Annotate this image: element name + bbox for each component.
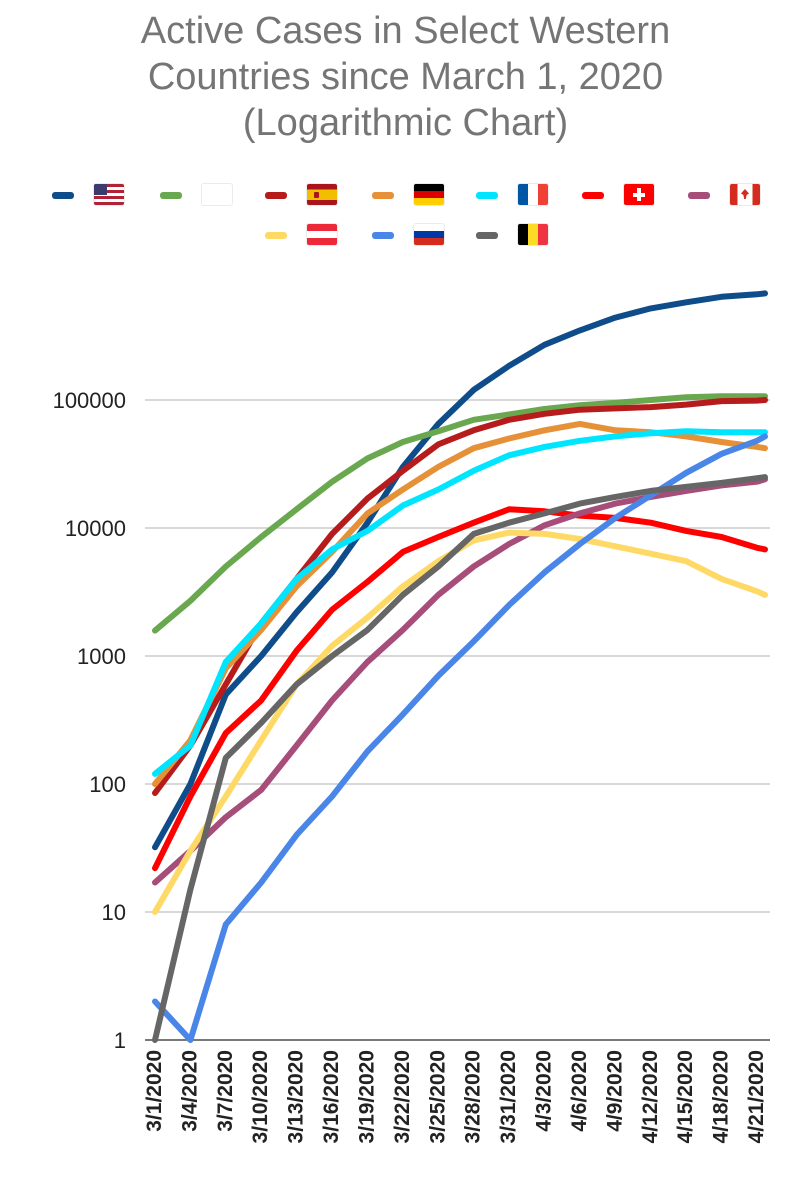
series-line-fr [152, 428, 768, 777]
legend-item-us [52, 180, 132, 210]
legend-item-at [265, 220, 345, 250]
x-tick-label: 4/15/2020 [674, 1050, 697, 1143]
x-tick-label: 3/22/2020 [391, 1050, 414, 1143]
legend-item-be [476, 220, 556, 250]
legend-item-de [372, 180, 452, 210]
series-line-es [152, 397, 768, 796]
flag-de-icon [414, 184, 444, 205]
x-tick-label: 4/21/2020 [745, 1050, 768, 1143]
y-tick-label: 1 [114, 1028, 126, 1053]
legend-item-ca [688, 180, 768, 210]
y-tick-label: 1000 [77, 644, 126, 669]
series-line-at [152, 529, 768, 915]
legend-item-es [265, 180, 345, 210]
x-tick-label: 3/1/2020 [143, 1050, 166, 1132]
legend-item-ru [372, 220, 452, 250]
legend-swatch [52, 192, 74, 199]
series-line-us [152, 290, 768, 851]
legend-swatch [265, 232, 287, 239]
flag-es-icon [307, 184, 337, 205]
series-line-be [152, 474, 768, 1043]
x-tick-label: 3/4/2020 [178, 1050, 201, 1132]
x-tick-label: 4/12/2020 [639, 1050, 662, 1143]
flag-ch-icon [624, 184, 654, 205]
flag-fr-icon [518, 184, 548, 205]
legend-swatch [476, 232, 498, 239]
x-tick-label: 4/9/2020 [603, 1050, 626, 1132]
series-line-ca [152, 476, 768, 886]
x-tick-label: 3/25/2020 [426, 1050, 449, 1143]
x-tick-label: 4/3/2020 [533, 1050, 556, 1132]
flag-be-icon [518, 224, 548, 245]
flag-us-icon [94, 184, 124, 205]
y-tick-label: 10000 [65, 516, 126, 541]
legend-item-it [160, 180, 240, 210]
legend-swatch [265, 192, 287, 199]
flag-ru-icon [414, 224, 444, 245]
x-tick-label: 4/6/2020 [568, 1050, 591, 1132]
legend-swatch [688, 192, 710, 199]
flag-it-icon [202, 184, 232, 205]
legend-swatch [372, 232, 394, 239]
y-tick-label: 100 [89, 772, 126, 797]
legend-swatch [582, 192, 604, 199]
x-tick-label: 3/28/2020 [462, 1050, 485, 1143]
legend-item-fr [476, 180, 556, 210]
legend-swatch [160, 192, 182, 199]
x-tick-label: 3/13/2020 [285, 1050, 308, 1143]
flag-at-icon [307, 224, 337, 245]
flag-ca-icon [730, 184, 760, 205]
legend-item-ch [582, 180, 662, 210]
x-tick-label: 3/7/2020 [214, 1050, 237, 1132]
series-line-de [152, 420, 768, 787]
legend-swatch [476, 192, 498, 199]
x-tick-label: 3/16/2020 [320, 1050, 343, 1143]
x-tick-label: 3/10/2020 [249, 1050, 272, 1143]
x-tick-label: 3/31/2020 [497, 1050, 520, 1143]
chart-title: Active Cases in Select Western Countries… [140, 10, 671, 144]
x-tick-label: 3/19/2020 [355, 1050, 378, 1143]
x-tick-label: 4/18/2020 [710, 1050, 733, 1143]
legend-swatch [372, 192, 394, 199]
y-tick-label: 10 [102, 900, 126, 925]
series-line-it [152, 393, 768, 634]
series-line-ru [152, 433, 768, 1043]
y-tick-label: 100000 [53, 388, 126, 413]
series-line-ch [152, 506, 768, 872]
